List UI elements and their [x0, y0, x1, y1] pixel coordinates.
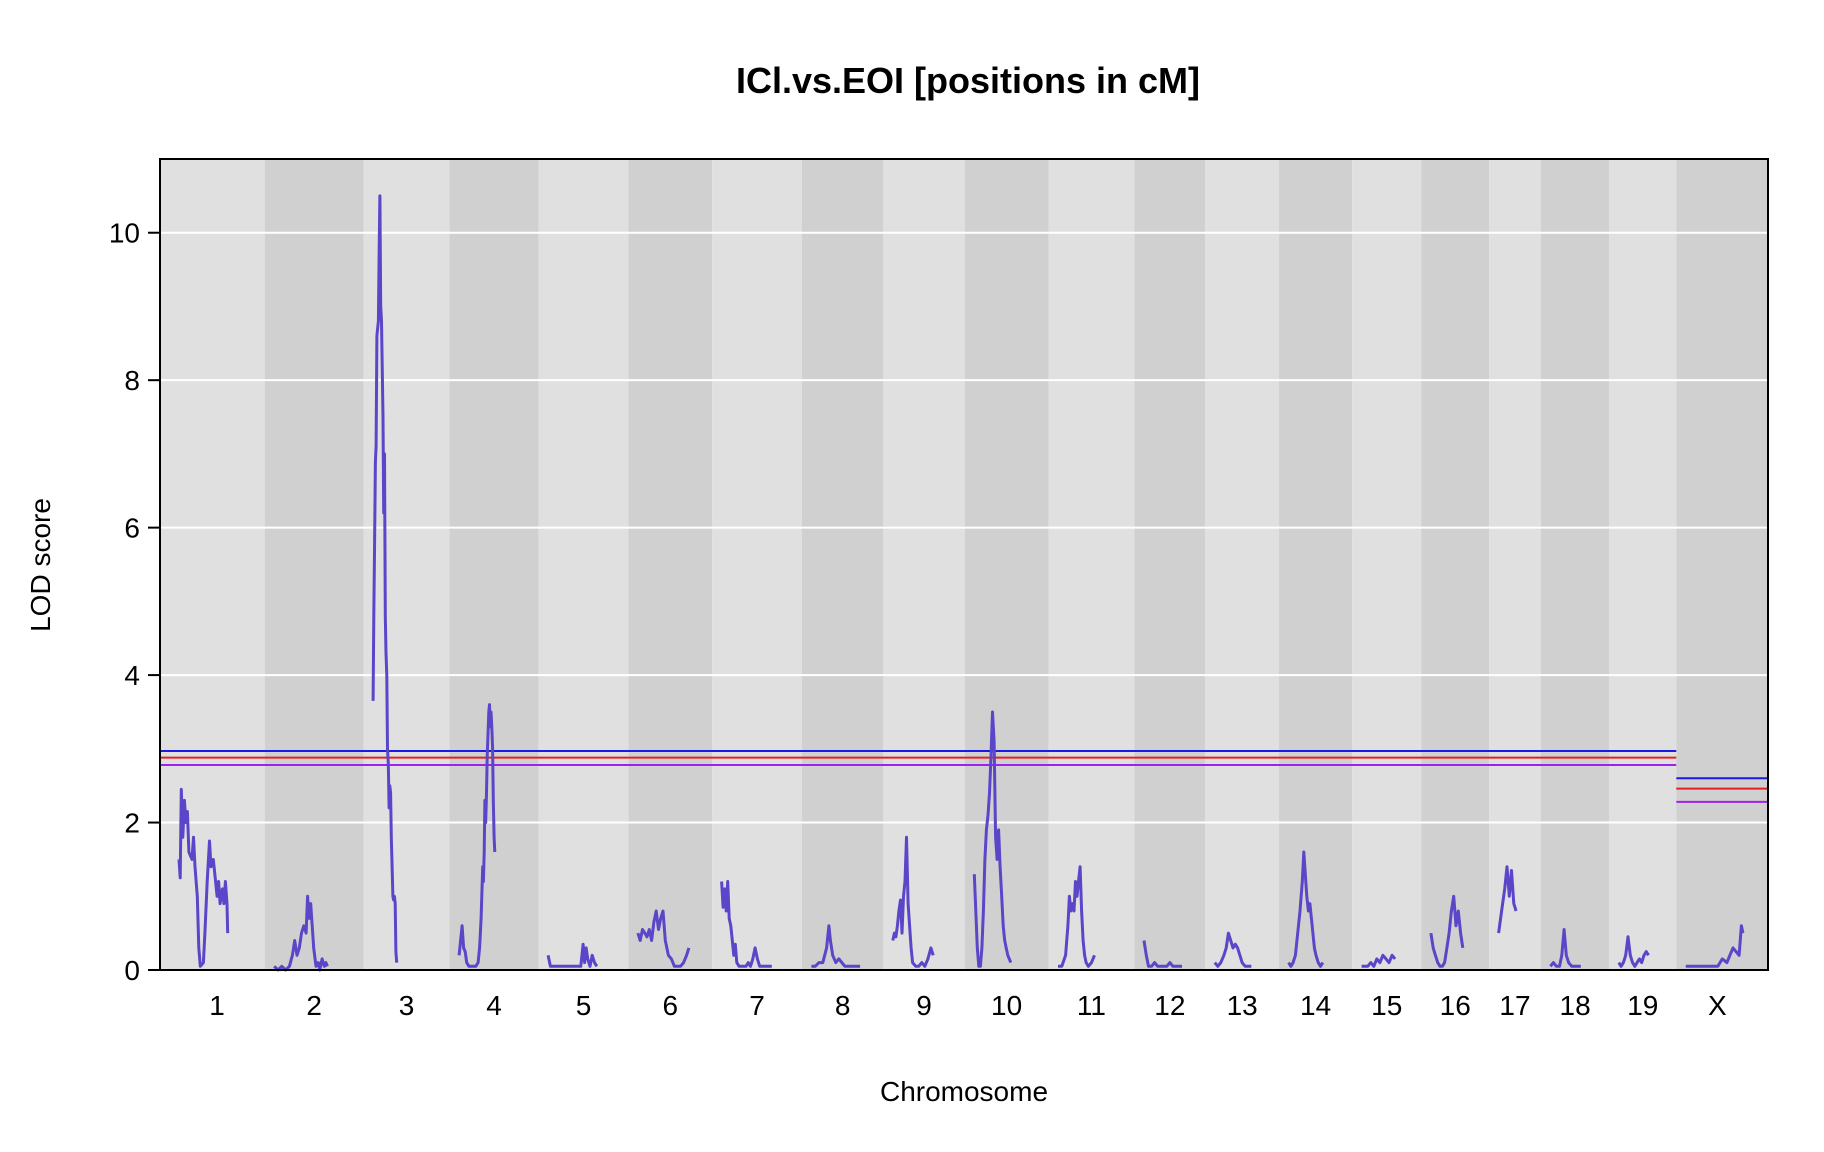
- lod-curve-chr-9: [891, 835, 935, 968]
- chromosome-band-14: [1279, 159, 1353, 970]
- lod-curve-chr-12: [1142, 940, 1182, 968]
- lod-curve-chr-14: [1287, 850, 1325, 968]
- x-tick-label-14: 14: [1300, 990, 1331, 1021]
- x-tick-label-9: 9: [916, 990, 932, 1021]
- lod-series: [177, 194, 1745, 972]
- lod-curve-chr-13: [1213, 931, 1252, 968]
- chromosome-band-3: [363, 159, 450, 970]
- lod-curve-chr-10: [972, 710, 1013, 968]
- lod-curve-chr-1: [177, 787, 230, 968]
- gridlines: [160, 231, 1768, 824]
- chromosome-band-8: [801, 159, 884, 970]
- x-tick-label-4: 4: [486, 990, 502, 1021]
- x-tick-label-3: 3: [399, 990, 415, 1021]
- x-tick-label-7: 7: [749, 990, 765, 1021]
- lod-curve-chr-18: [1549, 928, 1581, 968]
- y-tick-label-6: 6: [124, 513, 140, 544]
- chromosome-bands: [160, 159, 1768, 970]
- x-tick-label-1: 1: [209, 990, 225, 1021]
- lod-curve-chr-4: [457, 703, 497, 968]
- x-axis: 1 2 3 4 5 6 7 8 9 10 11 12 13 14 15 16 17 18 19 X: [209, 990, 1727, 1021]
- x-tick-label-18: 18: [1560, 990, 1591, 1021]
- lod-curve-chr-2: [273, 894, 329, 972]
- x-tick-label-10: 10: [991, 990, 1022, 1021]
- lod-curve-chr-3: [371, 194, 399, 963]
- x-tick-label-2: 2: [306, 990, 322, 1021]
- lod-curve-chr-X: [1685, 924, 1745, 968]
- lod-curve-chr-11: [1058, 865, 1096, 968]
- x-tick-label-16: 16: [1440, 990, 1471, 1021]
- chromosome-band-5: [538, 159, 629, 970]
- chromosome-band-10: [964, 159, 1049, 970]
- chromosome-band-13: [1205, 159, 1280, 970]
- y-tick-label-4: 4: [124, 660, 140, 691]
- lod-curve-chr-7: [720, 880, 772, 968]
- chromosome-band-7: [712, 159, 802, 970]
- chromosome-band-15: [1352, 159, 1422, 970]
- y-axis: 0 2 4 6 8 10: [109, 218, 160, 986]
- chromosome-band-6: [628, 159, 713, 970]
- lod-curve-chr-16: [1429, 894, 1465, 968]
- plot-frame: [159, 158, 1769, 971]
- lod-curve-chr-8: [811, 924, 861, 968]
- y-tick-label-8: 8: [124, 365, 140, 396]
- chromosome-band-9: [883, 159, 965, 970]
- chromosome-band-X: [1676, 159, 1768, 970]
- x-tick-label-X: X: [1708, 990, 1727, 1021]
- x-tick-label-8: 8: [835, 990, 851, 1021]
- x-tick-label-13: 13: [1227, 990, 1258, 1021]
- x-tick-label-19: 19: [1627, 990, 1658, 1021]
- lod-curve-chr-15: [1361, 953, 1397, 968]
- chromosome-band-18: [1540, 159, 1610, 970]
- chromosome-band-19: [1609, 159, 1677, 970]
- chromosome-band-1: [160, 159, 265, 970]
- y-tick-label-10: 10: [109, 218, 140, 249]
- y-axis-label: LOD score: [25, 498, 56, 632]
- lod-curve-chr-17: [1497, 865, 1518, 934]
- lod-curve-chr-19: [1617, 935, 1650, 968]
- chromosome-band-12: [1134, 159, 1206, 970]
- chromosome-band-16: [1421, 159, 1490, 970]
- chromosome-band-2: [264, 159, 364, 970]
- x-tick-label-17: 17: [1499, 990, 1530, 1021]
- y-tick-label-2: 2: [124, 808, 140, 839]
- x-tick-label-5: 5: [576, 990, 592, 1021]
- x-tick-label-12: 12: [1154, 990, 1185, 1021]
- x-tick-label-15: 15: [1371, 990, 1402, 1021]
- threshold-lines: [160, 750, 1768, 803]
- y-tick-label-0: 0: [124, 955, 140, 986]
- chromosome-band-11: [1048, 159, 1135, 970]
- x-axis-label: Chromosome: [880, 1076, 1048, 1107]
- x-tick-label-6: 6: [662, 990, 678, 1021]
- chromosome-band-17: [1489, 159, 1541, 970]
- x-tick-label-11: 11: [1077, 990, 1106, 1021]
- chart-title: ICl.vs.EOI [positions in cM]: [736, 60, 1200, 101]
- lod-curve-chr-6: [636, 909, 691, 968]
- lod-curve-chr-5: [546, 942, 599, 968]
